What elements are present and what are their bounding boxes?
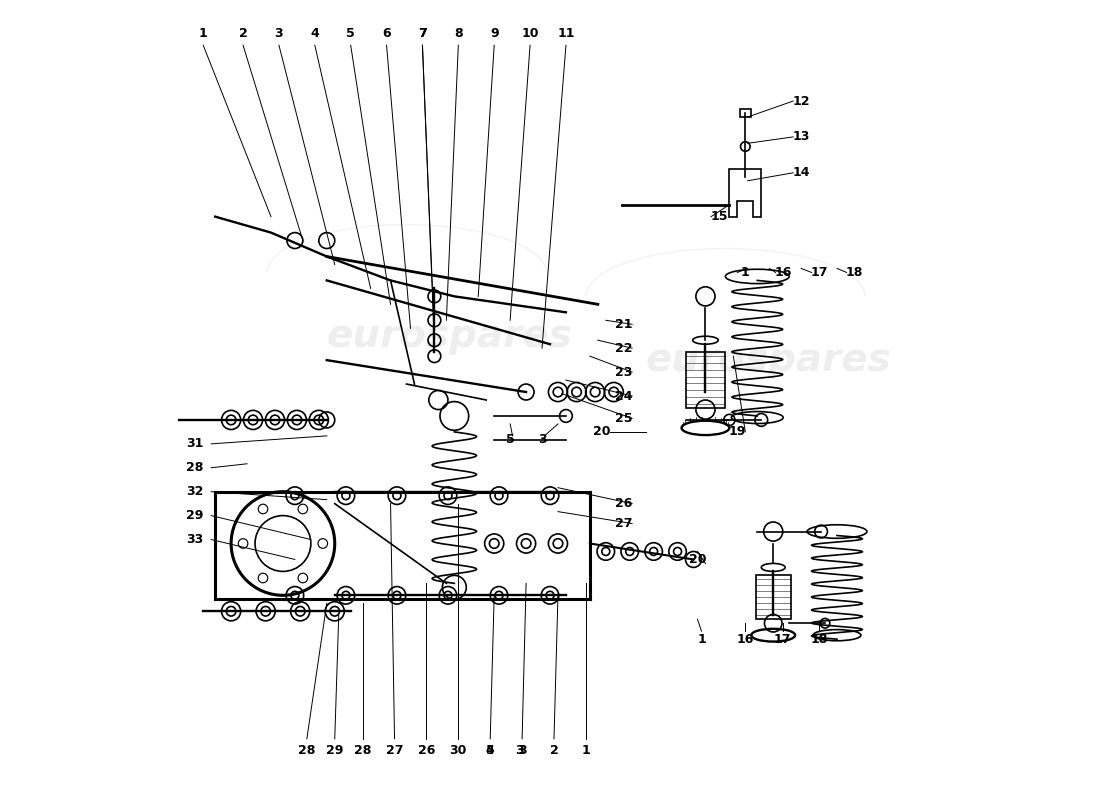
Text: 4: 4 <box>310 26 319 40</box>
Text: 31: 31 <box>186 438 204 450</box>
Text: eurospares: eurospares <box>327 318 572 355</box>
Text: 26: 26 <box>616 497 632 510</box>
Text: 12: 12 <box>792 94 810 107</box>
Text: 18: 18 <box>846 266 864 279</box>
Text: 3: 3 <box>275 26 284 40</box>
Text: 20: 20 <box>689 553 706 566</box>
Text: 10: 10 <box>521 26 539 40</box>
Text: 9: 9 <box>490 26 498 40</box>
Text: 3: 3 <box>516 744 524 758</box>
Text: 26: 26 <box>418 744 436 758</box>
Text: 5: 5 <box>506 434 515 446</box>
Text: 7: 7 <box>418 26 427 40</box>
Text: 28: 28 <box>354 744 372 758</box>
Bar <box>739 109 751 117</box>
Text: 14: 14 <box>792 166 810 179</box>
Text: 17: 17 <box>811 266 828 279</box>
Text: 30: 30 <box>450 744 468 758</box>
Text: 27: 27 <box>615 517 632 530</box>
Text: 3: 3 <box>518 744 527 758</box>
Text: 22: 22 <box>615 342 632 354</box>
Text: 1: 1 <box>741 266 750 279</box>
Text: 1: 1 <box>697 633 706 646</box>
Text: 28: 28 <box>298 744 316 758</box>
Text: 15: 15 <box>711 210 728 223</box>
Text: 19: 19 <box>728 426 746 438</box>
Text: 33: 33 <box>186 533 204 546</box>
Text: 17: 17 <box>774 633 792 646</box>
Text: 6: 6 <box>383 26 390 40</box>
Text: 20: 20 <box>593 426 611 438</box>
Text: 29: 29 <box>186 509 204 522</box>
Text: 24: 24 <box>615 390 632 402</box>
Text: 29: 29 <box>326 744 343 758</box>
Text: 28: 28 <box>186 462 204 474</box>
Text: 2: 2 <box>550 744 559 758</box>
Text: 25: 25 <box>615 412 632 425</box>
Text: 27: 27 <box>386 744 404 758</box>
Text: 13: 13 <box>792 130 810 143</box>
Text: 16: 16 <box>737 633 754 646</box>
Text: 21: 21 <box>615 318 632 330</box>
Text: 16: 16 <box>774 266 792 279</box>
Text: 7: 7 <box>418 26 427 40</box>
Text: 5: 5 <box>346 26 355 40</box>
Text: 5: 5 <box>486 744 495 758</box>
Text: 3: 3 <box>538 434 547 446</box>
Text: 2: 2 <box>239 26 248 40</box>
Text: 1: 1 <box>199 26 208 40</box>
Text: 8: 8 <box>454 26 463 40</box>
Bar <box>756 575 791 619</box>
Text: 4: 4 <box>486 744 495 758</box>
Text: eurospares: eurospares <box>646 341 891 379</box>
Text: 23: 23 <box>616 366 632 378</box>
Text: 18: 18 <box>811 633 828 646</box>
Text: 11: 11 <box>558 26 574 40</box>
Text: 32: 32 <box>186 485 204 498</box>
Text: 1: 1 <box>582 744 591 758</box>
Bar <box>685 352 725 408</box>
